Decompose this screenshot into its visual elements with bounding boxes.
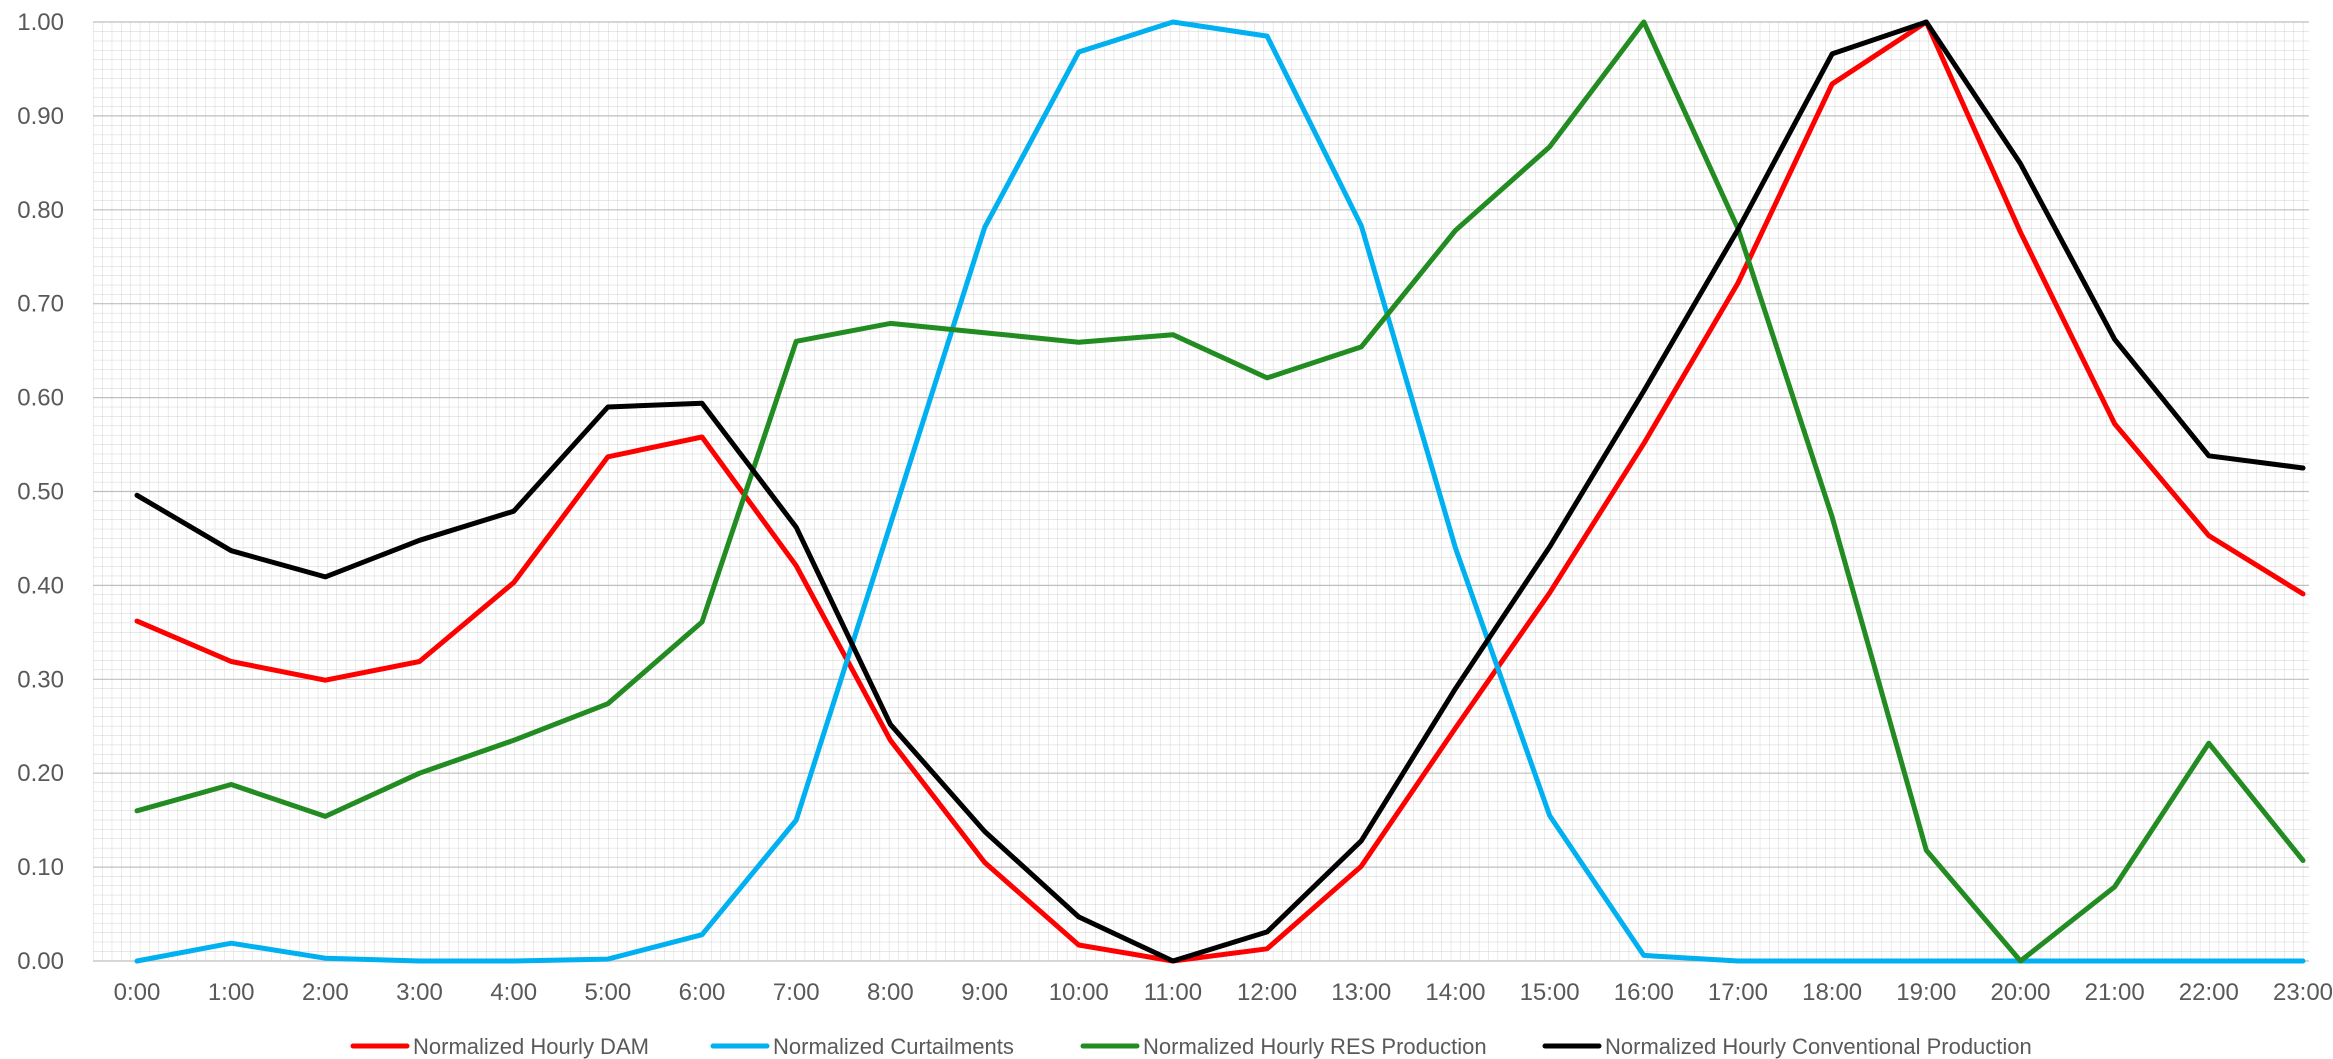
y-tick-label: 0.60 xyxy=(17,385,64,412)
y-tick-label: 0.70 xyxy=(17,291,64,318)
x-tick-label: 7:00 xyxy=(773,979,820,1006)
x-tick-label: 21:00 xyxy=(2085,979,2145,1006)
x-tick-label: 15:00 xyxy=(1520,979,1580,1006)
y-tick-label: 0.00 xyxy=(17,948,64,975)
x-tick-label: 6:00 xyxy=(679,979,726,1006)
x-tick-label: 1:00 xyxy=(208,979,255,1006)
y-tick-label: 0.50 xyxy=(17,479,64,506)
x-tick-label: 12:00 xyxy=(1237,979,1297,1006)
x-tick-label: 18:00 xyxy=(1802,979,1862,1006)
major-grid xyxy=(93,21,2309,962)
x-tick-label: 2:00 xyxy=(302,979,349,1006)
x-tick-label: 20:00 xyxy=(1990,979,2050,1006)
x-axis: 0:00 1:00 2:00 3:00 4:00 5:00 6:00 7:00 8:00 9:00… xyxy=(114,979,2333,1006)
x-tick-label: 5:00 xyxy=(585,979,632,1006)
legend-label-2: Normalized Curtailments xyxy=(773,1034,1014,1059)
legend-label-3: Normalized Hourly RES Production xyxy=(1143,1034,1487,1059)
x-tick-label: 17:00 xyxy=(1708,979,1768,1006)
x-tick-label: 4:00 xyxy=(490,979,537,1006)
legend-label-1: Normalized Hourly DAM xyxy=(413,1034,649,1059)
legend: Normalized Hourly DAM Normalized Curtailm… xyxy=(350,1034,2032,1059)
x-tick-label: 16:00 xyxy=(1614,979,1674,1006)
x-tick-label: 19:00 xyxy=(1896,979,1956,1006)
x-tick-label: 8:00 xyxy=(867,979,914,1006)
y-tick-label: 1.00 xyxy=(17,9,64,36)
y-tick-label: 0.90 xyxy=(17,103,64,130)
x-tick-label: 9:00 xyxy=(961,979,1008,1006)
x-tick-label: 13:00 xyxy=(1331,979,1391,1006)
y-tick-label: 0.30 xyxy=(17,666,64,693)
y-tick-label: 0.40 xyxy=(17,572,64,599)
legend-label-4: Normalized Hourly Conventional Productio… xyxy=(1605,1034,2032,1059)
y-tick-label: 0.80 xyxy=(17,197,64,224)
x-tick-label: 14:00 xyxy=(1425,979,1485,1006)
x-tick-label: 3:00 xyxy=(396,979,443,1006)
series-layer xyxy=(134,19,2306,964)
series-line-1 xyxy=(134,19,2306,964)
y-tick-label: 0.20 xyxy=(17,760,64,787)
y-axis: 0.00 0.10 0.20 0.30 0.40 0.50 0.60 0.70 0.80 0.90… xyxy=(17,9,64,975)
x-tick-label: 10:00 xyxy=(1049,979,1109,1006)
x-tick-label: 23:00 xyxy=(2273,979,2333,1006)
series-line-2 xyxy=(134,19,2306,964)
series-line-3 xyxy=(134,19,2306,964)
y-tick-label: 0.10 xyxy=(17,854,64,881)
x-tick-label: 22:00 xyxy=(2179,979,2239,1006)
x-tick-label: 0:00 xyxy=(114,979,161,1006)
x-tick-label: 11:00 xyxy=(1144,979,1202,1006)
series-line-4 xyxy=(134,19,2306,964)
